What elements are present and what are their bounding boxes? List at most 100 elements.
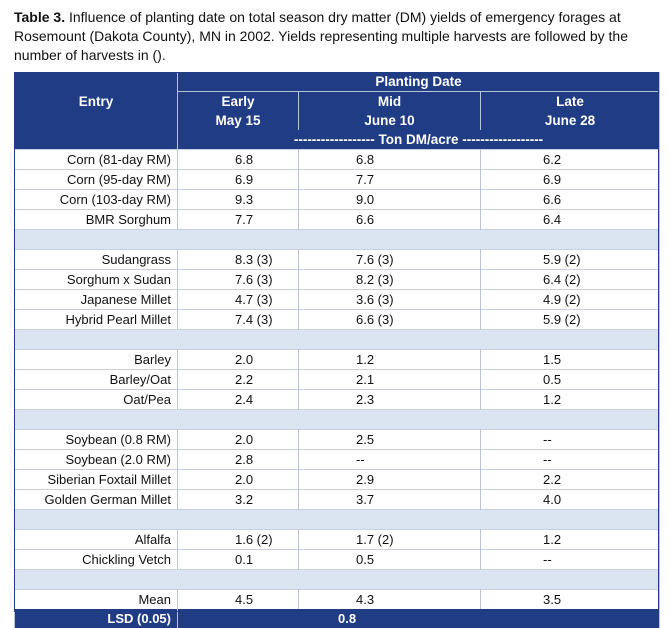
early-value: 6.9 bbox=[178, 170, 299, 190]
early-value: 8.3 (3) bbox=[178, 250, 299, 270]
entry-cell: Corn (103-day RM) bbox=[15, 190, 178, 210]
early-value: 4.7 (3) bbox=[178, 290, 299, 310]
lsd-label: LSD (0.05) bbox=[15, 609, 178, 628]
entry-cell: Sorghum x Sudan bbox=[15, 270, 178, 290]
entry-cell: Corn (81-day RM) bbox=[15, 150, 178, 170]
late-value: 1.5 bbox=[481, 350, 660, 370]
lsd-row: LSD (0.05)0.8 bbox=[15, 609, 660, 628]
group-separator bbox=[15, 330, 660, 350]
entry-cell: Oat/Pea bbox=[15, 390, 178, 410]
entry-cell: Siberian Foxtail Millet bbox=[15, 470, 178, 490]
mid-value: 2.9 bbox=[299, 470, 481, 490]
late-value: -- bbox=[481, 450, 660, 470]
mid-value: 6.6 bbox=[299, 210, 481, 230]
early-header: Early bbox=[178, 92, 299, 112]
late-value: 6.2 bbox=[481, 150, 660, 170]
entry-cell: Mean bbox=[15, 590, 178, 610]
header-row-units: ------------------ Ton DM/acre ---------… bbox=[15, 130, 660, 150]
yield-table: Entry Planting Date Early Mid Late May 1… bbox=[14, 72, 660, 628]
entry-cell: Barley/Oat bbox=[15, 370, 178, 390]
separator-cell bbox=[15, 410, 660, 430]
mid-value: 6.6 (3) bbox=[299, 310, 481, 330]
mid-value: 4.3 bbox=[299, 590, 481, 610]
mid-date: June 10 bbox=[299, 111, 481, 130]
early-value: 2.8 bbox=[178, 450, 299, 470]
entry-cell: Golden German Millet bbox=[15, 490, 178, 510]
units-header: ------------------ Ton DM/acre ---------… bbox=[178, 130, 660, 150]
separator-cell bbox=[15, 330, 660, 350]
mid-value: -- bbox=[299, 450, 481, 470]
early-date: May 15 bbox=[178, 111, 299, 130]
late-value: -- bbox=[481, 430, 660, 450]
early-value: 2.0 bbox=[178, 470, 299, 490]
entry-cell: Soybean (2.0 RM) bbox=[15, 450, 178, 470]
entry-cell: Soybean (0.8 RM) bbox=[15, 430, 178, 450]
mid-value: 3.7 bbox=[299, 490, 481, 510]
entry-cell: Japanese Millet bbox=[15, 290, 178, 310]
late-value: 1.2 bbox=[481, 390, 660, 410]
group-separator bbox=[15, 510, 660, 530]
caption-text: Influence of planting date on total seas… bbox=[14, 9, 628, 63]
mid-label: Mid bbox=[378, 94, 401, 109]
early-value: 2.0 bbox=[178, 350, 299, 370]
entry-cell: Corn (95-day RM) bbox=[15, 170, 178, 190]
early-value: 6.8 bbox=[178, 150, 299, 170]
late-value: 0.5 bbox=[481, 370, 660, 390]
mid-value: 8.2 (3) bbox=[299, 270, 481, 290]
late-value: 6.6 bbox=[481, 190, 660, 210]
early-value: 7.6 (3) bbox=[178, 270, 299, 290]
late-value: 6.4 bbox=[481, 210, 660, 230]
late-value: 1.2 bbox=[481, 530, 660, 550]
header-row-planting-date: Entry Planting Date bbox=[15, 72, 660, 92]
early-value: 9.3 bbox=[178, 190, 299, 210]
separator-cell bbox=[15, 230, 660, 250]
table-caption: Table 3. Influence of planting date on t… bbox=[14, 8, 659, 65]
separator-cell bbox=[15, 570, 660, 590]
mid-value: 9.0 bbox=[299, 190, 481, 210]
late-value: -- bbox=[481, 550, 660, 570]
mid-value: 6.8 bbox=[299, 150, 481, 170]
entry-cell: Alfalfa bbox=[15, 530, 178, 550]
late-value: 6.4 (2) bbox=[481, 270, 660, 290]
group-separator bbox=[15, 230, 660, 250]
table-row: Soybean (2.0 RM)2.8---- bbox=[15, 450, 660, 470]
early-value: 2.0 bbox=[178, 430, 299, 450]
late-value: 5.9 (2) bbox=[481, 310, 660, 330]
lsd-value: 0.8 bbox=[178, 609, 660, 628]
group-separator bbox=[15, 570, 660, 590]
early-label: Early bbox=[221, 94, 254, 109]
mid-value: 2.1 bbox=[299, 370, 481, 390]
early-value: 7.7 bbox=[178, 210, 299, 230]
entry-header: Entry bbox=[15, 72, 178, 130]
mid-value: 1.2 bbox=[299, 350, 481, 370]
mid-value: 7.6 (3) bbox=[299, 250, 481, 270]
entry-cell: Sudangrass bbox=[15, 250, 178, 270]
mid-value: 2.5 bbox=[299, 430, 481, 450]
mid-value: 7.7 bbox=[299, 170, 481, 190]
late-date: June 28 bbox=[481, 111, 660, 130]
early-value: 1.6 (2) bbox=[178, 530, 299, 550]
late-label: Late bbox=[556, 94, 584, 109]
late-value: 6.9 bbox=[481, 170, 660, 190]
early-value: 0.1 bbox=[178, 550, 299, 570]
planting-date-header: Planting Date bbox=[178, 72, 660, 92]
early-value: 7.4 (3) bbox=[178, 310, 299, 330]
early-value: 4.5 bbox=[178, 590, 299, 610]
entry-cell: Chickling Vetch bbox=[15, 550, 178, 570]
